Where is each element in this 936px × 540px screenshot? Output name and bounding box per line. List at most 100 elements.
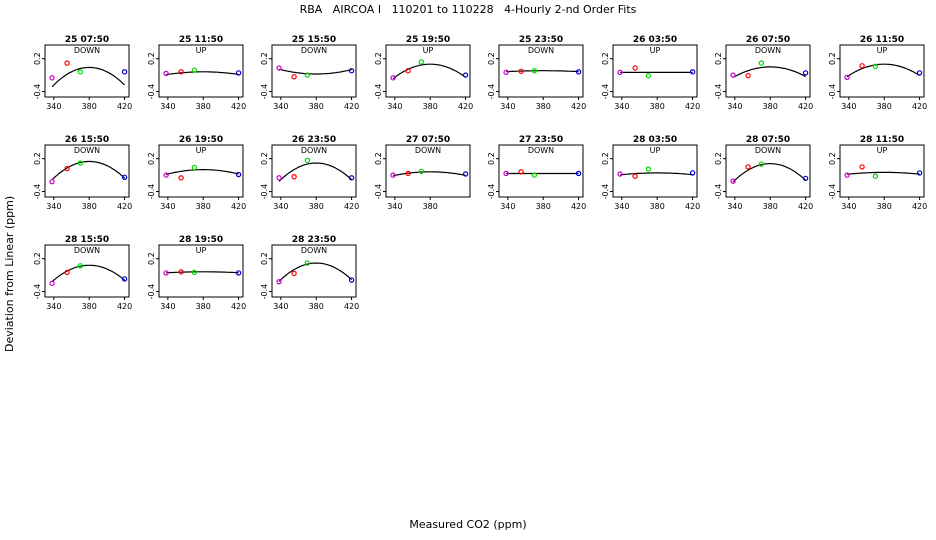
x-tick-label: 340 — [273, 102, 288, 111]
data-point — [575, 170, 582, 177]
x-tick-label: 380 — [650, 102, 665, 111]
panel-title: 28 19:50 — [179, 235, 223, 245]
data-point — [575, 69, 582, 75]
data-point — [390, 172, 396, 178]
x-tick-label: 340 — [841, 102, 856, 111]
fit-curve — [51, 160, 126, 181]
data-point — [730, 72, 736, 78]
data-point — [191, 67, 198, 73]
y-tick-label: 0.2 — [828, 152, 837, 165]
y-tick-label: 0.2 — [601, 152, 610, 165]
panel-frame — [385, 44, 471, 98]
x-tick-label: 420 — [117, 102, 132, 111]
data-point — [348, 277, 355, 283]
y-tick-label: -0.4 — [601, 84, 610, 100]
data-point — [518, 68, 524, 74]
data-point — [178, 69, 184, 75]
fit-curve — [278, 68, 352, 75]
x-tick-label: 420 — [117, 302, 132, 311]
panel-title: 25 11:50 — [179, 35, 223, 45]
panel-title: 26 07:50 — [746, 35, 790, 45]
data-point — [276, 278, 282, 285]
y-tick-label: 0.2 — [33, 52, 42, 65]
data-point — [64, 60, 70, 66]
x-tick-label: 380 — [763, 202, 778, 211]
data-point — [462, 171, 469, 177]
y-tick-label: 0.2 — [260, 52, 269, 65]
data-point — [304, 157, 311, 164]
y-tick-label: 0.2 — [601, 52, 610, 65]
y-tick-label: -0.4 — [714, 184, 723, 200]
data-point — [304, 260, 311, 266]
data-point — [872, 63, 879, 70]
x-axis-label: Measured CO2 (ppm) — [409, 518, 527, 531]
data-point — [77, 69, 84, 75]
panel-title: 28 15:50 — [65, 235, 109, 245]
data-point — [418, 168, 425, 174]
data-point — [531, 68, 538, 74]
data-point — [689, 69, 696, 75]
panel-title: 28 23:50 — [292, 235, 336, 245]
panel-frame — [158, 144, 244, 198]
data-point — [235, 270, 242, 276]
data-point — [645, 166, 652, 172]
figure-title: RBA AIRCOA I 110201 to 110228 4-Hourly 2… — [299, 3, 637, 16]
data-point — [178, 269, 184, 275]
fit-curve — [278, 162, 352, 182]
fit-curve — [392, 63, 466, 80]
fit-curve — [165, 169, 239, 176]
data-point — [49, 280, 55, 287]
x-tick-label: 420 — [798, 102, 813, 111]
data-point — [304, 72, 311, 78]
x-tick-label: 420 — [912, 102, 927, 111]
y-tick-label: -0.4 — [714, 84, 723, 100]
panel-direction: DOWN — [755, 146, 781, 155]
data-point — [49, 75, 55, 81]
panel-frame — [271, 44, 357, 98]
x-tick-label: 420 — [571, 202, 586, 211]
y-tick-label: -0.4 — [33, 84, 42, 100]
data-point — [191, 269, 198, 276]
panel-frame — [612, 44, 698, 98]
fit-curve — [506, 70, 579, 73]
panel-title: 25 23:50 — [519, 35, 563, 45]
panel-frame — [158, 44, 244, 98]
x-tick-label: 340 — [387, 102, 402, 111]
panel-direction: DOWN — [415, 146, 441, 155]
panel-frame — [839, 44, 925, 98]
x-tick-label: 420 — [117, 202, 132, 211]
x-tick-label: 420 — [344, 202, 359, 211]
x-tick-label: 380 — [877, 102, 892, 111]
data-point — [745, 72, 751, 79]
y-tick-label: -0.4 — [487, 84, 496, 100]
data-point — [872, 173, 879, 179]
data-point — [418, 59, 425, 65]
panel-title: 27 23:50 — [519, 135, 563, 145]
panel-direction: UP — [196, 46, 207, 55]
y-tick-label: 0.2 — [487, 52, 496, 65]
panel-direction: DOWN — [301, 146, 327, 155]
x-tick-label: 380 — [650, 202, 665, 211]
x-tick-label: 380 — [82, 202, 97, 211]
data-point — [235, 171, 242, 178]
data-point — [632, 173, 638, 179]
data-point — [235, 70, 242, 76]
x-tick-label: 380 — [82, 302, 97, 311]
panel-direction: UP — [196, 146, 207, 155]
x-tick-label: 340 — [841, 202, 856, 211]
y-tick-label: -0.4 — [374, 84, 383, 100]
fit-curve — [392, 171, 466, 177]
data-point — [49, 178, 55, 185]
y-tick-label: 0.2 — [714, 52, 723, 65]
data-point — [163, 70, 169, 77]
x-tick-label: 380 — [536, 202, 551, 211]
y-tick-label: -0.4 — [147, 184, 156, 200]
x-tick-label: 380 — [536, 102, 551, 111]
data-point — [178, 175, 184, 181]
fit-curve — [846, 63, 920, 78]
